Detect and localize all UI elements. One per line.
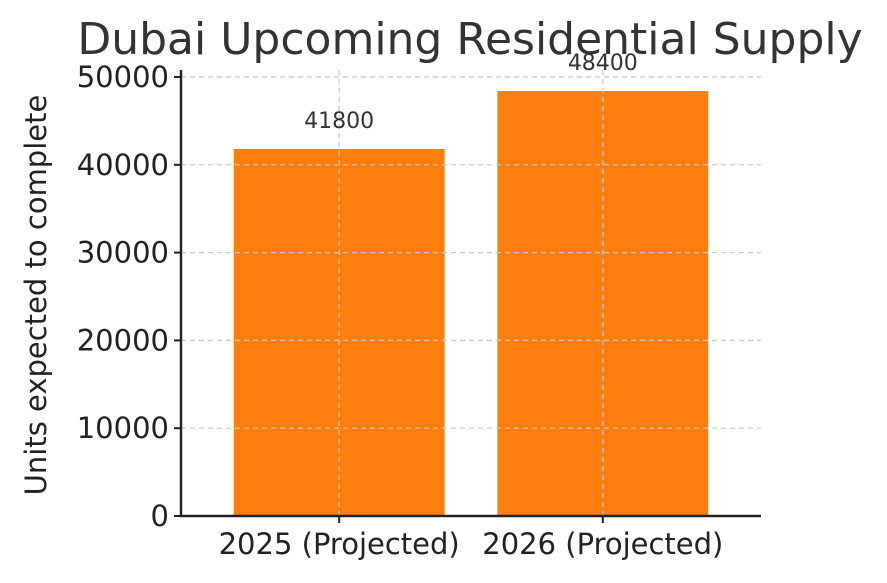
tick-and-data-labels: 0 10000 20000 30000 40000 50000 2025 (Projecte… [77, 51, 724, 561]
y-tick-label-3: 30000 [77, 236, 169, 270]
data-label-1: 48400 [568, 51, 638, 76]
y-axis-label: Units expected to complete [19, 95, 53, 496]
y-tick-label-1: 10000 [77, 411, 169, 445]
data-label-0: 41800 [304, 109, 374, 134]
x-tick-label-0: 2025 (Projected) [219, 527, 460, 561]
grid-lines [181, 70, 761, 516]
y-tick-label-5: 50000 [77, 60, 169, 94]
x-tick-label-1: 2026 (Projected) [482, 527, 723, 561]
chart-title: Dubai Upcoming Residential Supply [77, 14, 862, 65]
axes [174, 70, 761, 523]
bars [233, 91, 709, 517]
y-tick-label-0: 0 [151, 499, 169, 533]
y-tick-label-2: 20000 [77, 323, 169, 357]
y-tick-label-4: 40000 [77, 148, 169, 182]
